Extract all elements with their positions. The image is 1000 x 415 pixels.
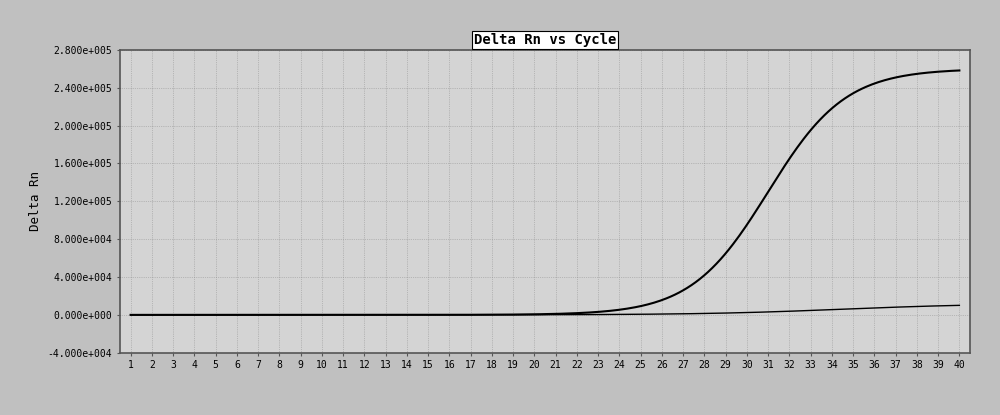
Y-axis label: Delta Rn: Delta Rn: [29, 171, 42, 231]
Title: Delta Rn vs Cycle: Delta Rn vs Cycle: [474, 33, 616, 47]
